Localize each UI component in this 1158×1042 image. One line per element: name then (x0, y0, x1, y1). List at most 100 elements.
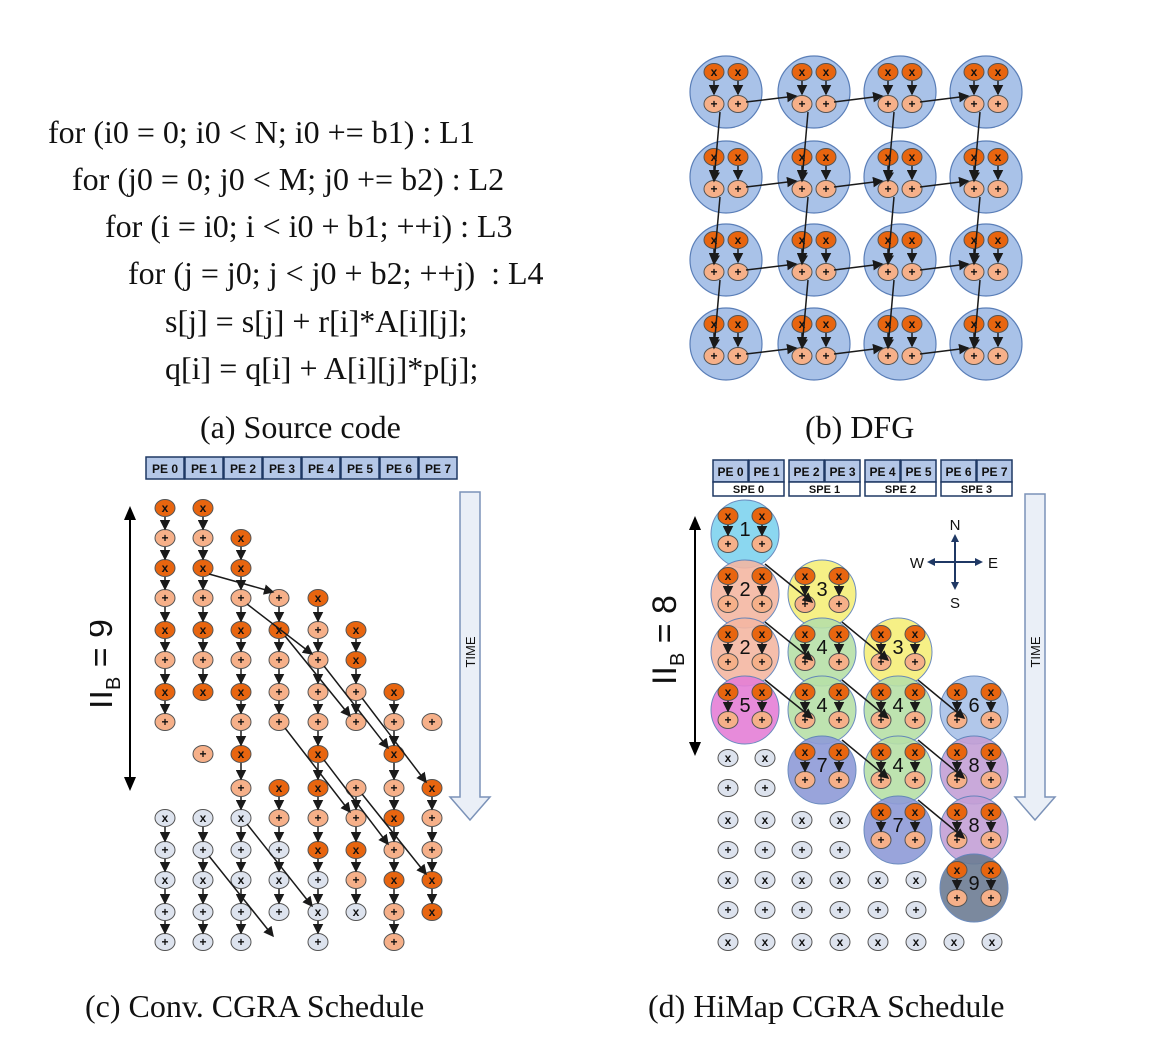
block-number: 4 (816, 637, 827, 659)
svg-text:x: x (238, 623, 245, 637)
mul-node-next-iter: x (791, 871, 813, 889)
add-node: + (192, 745, 214, 763)
svg-text:+: + (835, 597, 842, 611)
add-node: + (751, 653, 773, 671)
code-line-4: for (j = j0; j < j0 + b2; ++j) : L4 (128, 255, 544, 291)
svg-text:x: x (759, 569, 766, 583)
add-node: + (901, 263, 923, 281)
compass-icon: N S W E (910, 517, 998, 612)
svg-text:+: + (761, 903, 768, 917)
svg-text:x: x (971, 65, 978, 79)
pe-header-cell (145, 456, 185, 480)
svg-text:+: + (758, 537, 765, 551)
edge-arrow (919, 343, 970, 355)
add-node: + (815, 347, 837, 365)
add-node: + (815, 263, 837, 281)
edge-arrow (841, 679, 890, 719)
mul-node: x (904, 743, 926, 761)
svg-text:x: x (735, 65, 742, 79)
block-number: 1 (739, 519, 750, 541)
edge-arrow (917, 739, 966, 779)
add-node: + (307, 713, 329, 731)
svg-text:x: x (238, 811, 245, 825)
svg-text:x: x (391, 873, 398, 887)
svg-text:x: x (799, 317, 806, 331)
add-node: + (904, 653, 926, 671)
add-node: + (751, 711, 773, 729)
svg-text:x: x (912, 685, 919, 699)
block-number: 3 (892, 637, 903, 659)
mul-node-next-iter: x (307, 903, 329, 921)
mul-node: x (794, 743, 816, 761)
edge-arrow (764, 621, 814, 661)
mul-node: x (980, 861, 1002, 879)
svg-text:x: x (725, 873, 732, 887)
add-node: + (987, 263, 1009, 281)
block-number: 4 (892, 695, 903, 717)
ii-label: IIB = 8 (650, 595, 689, 685)
mul-node: x (192, 499, 214, 517)
pe-header-label: PE 2 (230, 462, 256, 476)
edge-arrow (797, 111, 809, 183)
pe-header-label: PE 2 (793, 465, 819, 479)
pe-header-label: PE 6 (945, 465, 971, 479)
mul-node: x (192, 683, 214, 701)
add-node: + (268, 589, 290, 607)
svg-text:+: + (734, 265, 741, 279)
pe-header-label: PE 1 (191, 462, 217, 476)
mul-node: x (946, 803, 968, 821)
svg-text:+: + (314, 685, 321, 699)
mul-node: x (421, 779, 443, 797)
svg-text:+: + (161, 531, 168, 545)
svg-text:x: x (988, 685, 995, 699)
mul-node: x (901, 315, 923, 333)
svg-text:x: x (909, 150, 916, 164)
add-node-next-iter: + (268, 903, 290, 921)
add-node: + (794, 711, 816, 729)
svg-text:+: + (314, 623, 321, 637)
pe-header-label: PE 0 (152, 462, 178, 476)
code-line-2: for (j0 = 0; j0 < M; j0 += b2) : L2 (72, 161, 505, 197)
svg-text:x: x (802, 569, 809, 583)
edge-arrow (208, 855, 274, 938)
add-node: + (717, 595, 739, 613)
svg-text:+: + (237, 843, 244, 857)
svg-text:x: x (823, 317, 830, 331)
add-node: + (794, 653, 816, 671)
svg-text:x: x (200, 623, 207, 637)
add-node: + (154, 651, 176, 669)
pe-header-row: PE 0 PE 1 PE 2 PE 3 PE 4 PE 5 PE 6 PE 7 (145, 456, 458, 480)
spe-header-cell (712, 481, 785, 497)
add-node: + (383, 903, 405, 921)
svg-text:x: x (954, 685, 961, 699)
mul-node-next-iter: x (754, 811, 776, 829)
svg-text:x: x (711, 317, 718, 331)
svg-text:+: + (911, 773, 918, 787)
code-line-1: for (i0 = 0; i0 < N; i0 += b1) : L1 (48, 114, 475, 150)
add-node: + (751, 595, 773, 613)
edge-arrow (883, 111, 895, 183)
add-node: + (980, 711, 1002, 729)
add-node: + (154, 529, 176, 547)
mul-node: x (980, 743, 1002, 761)
svg-text:x: x (725, 685, 732, 699)
dfg-clusters: x x + + x x + + x x + + x x + + x x + + x x + + x x + + x x + + x x + + x x + +… (689, 55, 1023, 381)
svg-text:+: + (908, 265, 915, 279)
pe-header-label: PE 4 (869, 465, 895, 479)
mul-node: x (901, 63, 923, 81)
svg-text:x: x (711, 233, 718, 247)
time-arrow (448, 491, 492, 822)
mul-node: x (230, 529, 252, 547)
svg-text:+: + (884, 349, 891, 363)
svg-text:x: x (799, 873, 806, 887)
mul-node: x (727, 315, 749, 333)
svg-text:x: x (238, 873, 245, 887)
mul-node-next-iter: x (154, 809, 176, 827)
svg-text:+: + (237, 781, 244, 795)
add-node: + (421, 809, 443, 827)
add-node: + (870, 831, 892, 849)
svg-text:+: + (275, 715, 282, 729)
caption-c: (c) Conv. CGRA Schedule (85, 988, 425, 1024)
edge-arrow (833, 259, 884, 271)
svg-text:+: + (970, 265, 977, 279)
